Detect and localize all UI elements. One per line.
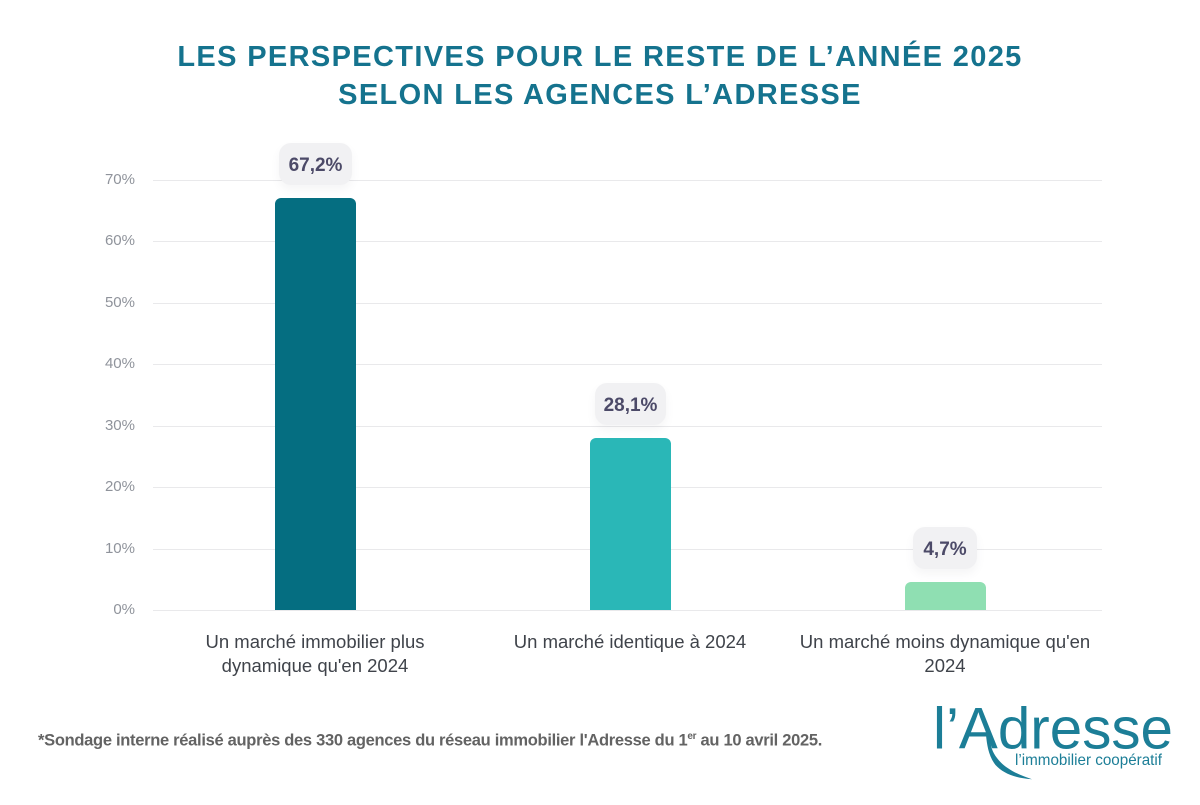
svg-text:l’immobilier coopératif: l’immobilier coopératif (1015, 752, 1163, 769)
svg-text:l’Adresse: l’Adresse (933, 696, 1173, 761)
